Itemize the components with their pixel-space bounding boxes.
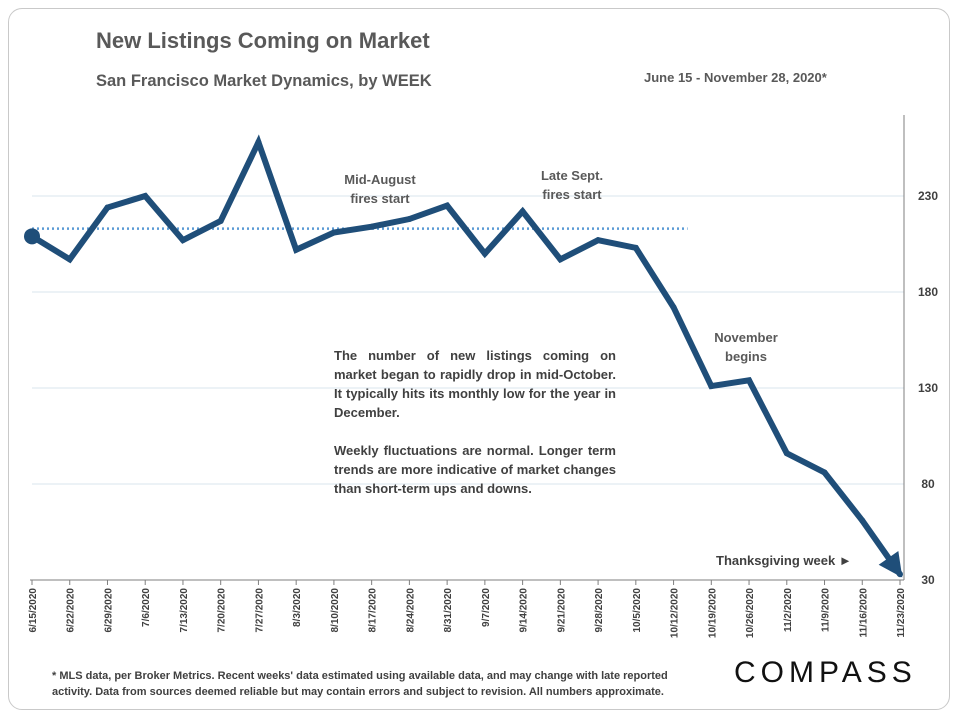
footnote-line2: activity. Data from sources deemed relia… — [52, 686, 664, 698]
chart-frame — [8, 8, 950, 710]
x-tick-label: 7/20/2020 — [217, 588, 228, 633]
data-point — [783, 450, 790, 457]
x-tick-label: 11/23/2020 — [896, 588, 907, 638]
x-tick-label: 8/24/2020 — [405, 588, 416, 633]
x-tick-label: 11/2/2020 — [783, 588, 794, 632]
data-point — [368, 223, 375, 230]
data-point — [104, 204, 111, 211]
data-point — [66, 256, 73, 263]
date-range: June 15 - November 28, 2020* — [644, 70, 827, 85]
data-point — [557, 256, 564, 263]
footnote: * MLS data, per Broker Metrics. Recent w… — [52, 668, 732, 700]
annotation-august-line2: fires start — [350, 191, 410, 206]
x-tick-label: 11/16/2020 — [858, 588, 869, 638]
data-point — [519, 208, 526, 215]
data-point — [481, 250, 488, 257]
data-point — [406, 216, 413, 223]
x-tick-label: 7/27/2020 — [254, 588, 265, 633]
x-tick-label: 10/19/2020 — [707, 588, 718, 638]
x-tick-label: 11/9/2020 — [821, 588, 832, 632]
y-tick-label: 80 — [921, 477, 935, 491]
x-tick-label: 10/12/2020 — [670, 588, 681, 638]
y-tick-label: 230 — [918, 189, 938, 203]
x-tick-label: 6/29/2020 — [103, 588, 114, 633]
chart-subtitle: San Francisco Market Dynamics, by WEEK — [96, 72, 432, 90]
y-tick-label: 180 — [918, 285, 938, 299]
annotation-thanksgiving: Thanksgiving week ► — [716, 553, 852, 568]
axes — [30, 115, 905, 581]
x-axis-ticks: 6/15/2020 6/22/2020 6/29/2020 7/6/2020 7/13/… — [28, 580, 907, 638]
annotation-november-line1: November — [714, 330, 778, 345]
annotation-november-line2: begins — [725, 349, 767, 364]
series-line — [30, 134, 903, 576]
annotation-august-fires: Mid-August fires start — [330, 170, 430, 208]
x-tick-label: 6/22/2020 — [66, 588, 77, 633]
x-tick-label: 9/21/2020 — [556, 588, 567, 633]
arrowhead — [878, 550, 903, 578]
data-point — [217, 217, 224, 224]
data-point — [746, 377, 753, 384]
data-point — [29, 233, 35, 240]
y-tick-label: 30 — [921, 573, 935, 587]
note-paragraph-2: Weekly fluctuations are normal. Longer t… — [334, 443, 616, 496]
plot-area — [24, 134, 903, 578]
note-paragraph-1: The number of new listings coming on mar… — [334, 348, 616, 420]
x-tick-label: 9/14/2020 — [519, 588, 530, 633]
data-point — [179, 237, 186, 244]
x-tick-label: 6/15/2020 — [28, 588, 39, 633]
data-point — [330, 229, 337, 236]
x-tick-label: 10/5/2020 — [632, 588, 643, 633]
annotation-september-fires: Late Sept. fires start — [522, 166, 622, 204]
x-tick-label: 8/3/2020 — [292, 588, 303, 627]
x-tick-label: 8/17/2020 — [368, 588, 379, 633]
x-tick-label: 9/7/2020 — [481, 588, 492, 627]
y-tick-label: 130 — [918, 381, 938, 395]
annotation-august-line1: Mid-August — [344, 172, 416, 187]
data-point — [670, 304, 677, 311]
x-tick-label: 9/28/2020 — [594, 588, 605, 633]
annotation-september-line1: Late Sept. — [540, 168, 604, 183]
data-point — [708, 383, 715, 390]
x-tick-label: 7/13/2020 — [179, 588, 190, 633]
x-tick-label: 7/6/2020 — [141, 588, 152, 627]
data-point — [821, 469, 828, 476]
x-tick-label: 10/26/2020 — [745, 588, 756, 638]
data-point — [444, 202, 451, 209]
compass-logo: COMPASS — [734, 656, 917, 689]
annotation-november: November begins — [696, 328, 796, 366]
data-point — [595, 237, 602, 244]
y-axis-ticks: 30 80 130 180 230 — [918, 189, 938, 587]
gridlines — [32, 195, 904, 485]
data-point — [632, 244, 639, 251]
data-point — [255, 139, 262, 146]
chart-title: New Listings Coming on Market — [96, 28, 430, 53]
x-tick-label: 8/31/2020 — [443, 588, 454, 633]
annotation-september-line2: fires start — [542, 187, 602, 202]
footnote-line1: * MLS data, per Broker Metrics. Recent w… — [52, 670, 668, 682]
data-point — [859, 517, 866, 524]
data-point — [293, 246, 300, 253]
x-tick-label: 8/10/2020 — [330, 588, 341, 633]
data-point — [142, 193, 149, 199]
